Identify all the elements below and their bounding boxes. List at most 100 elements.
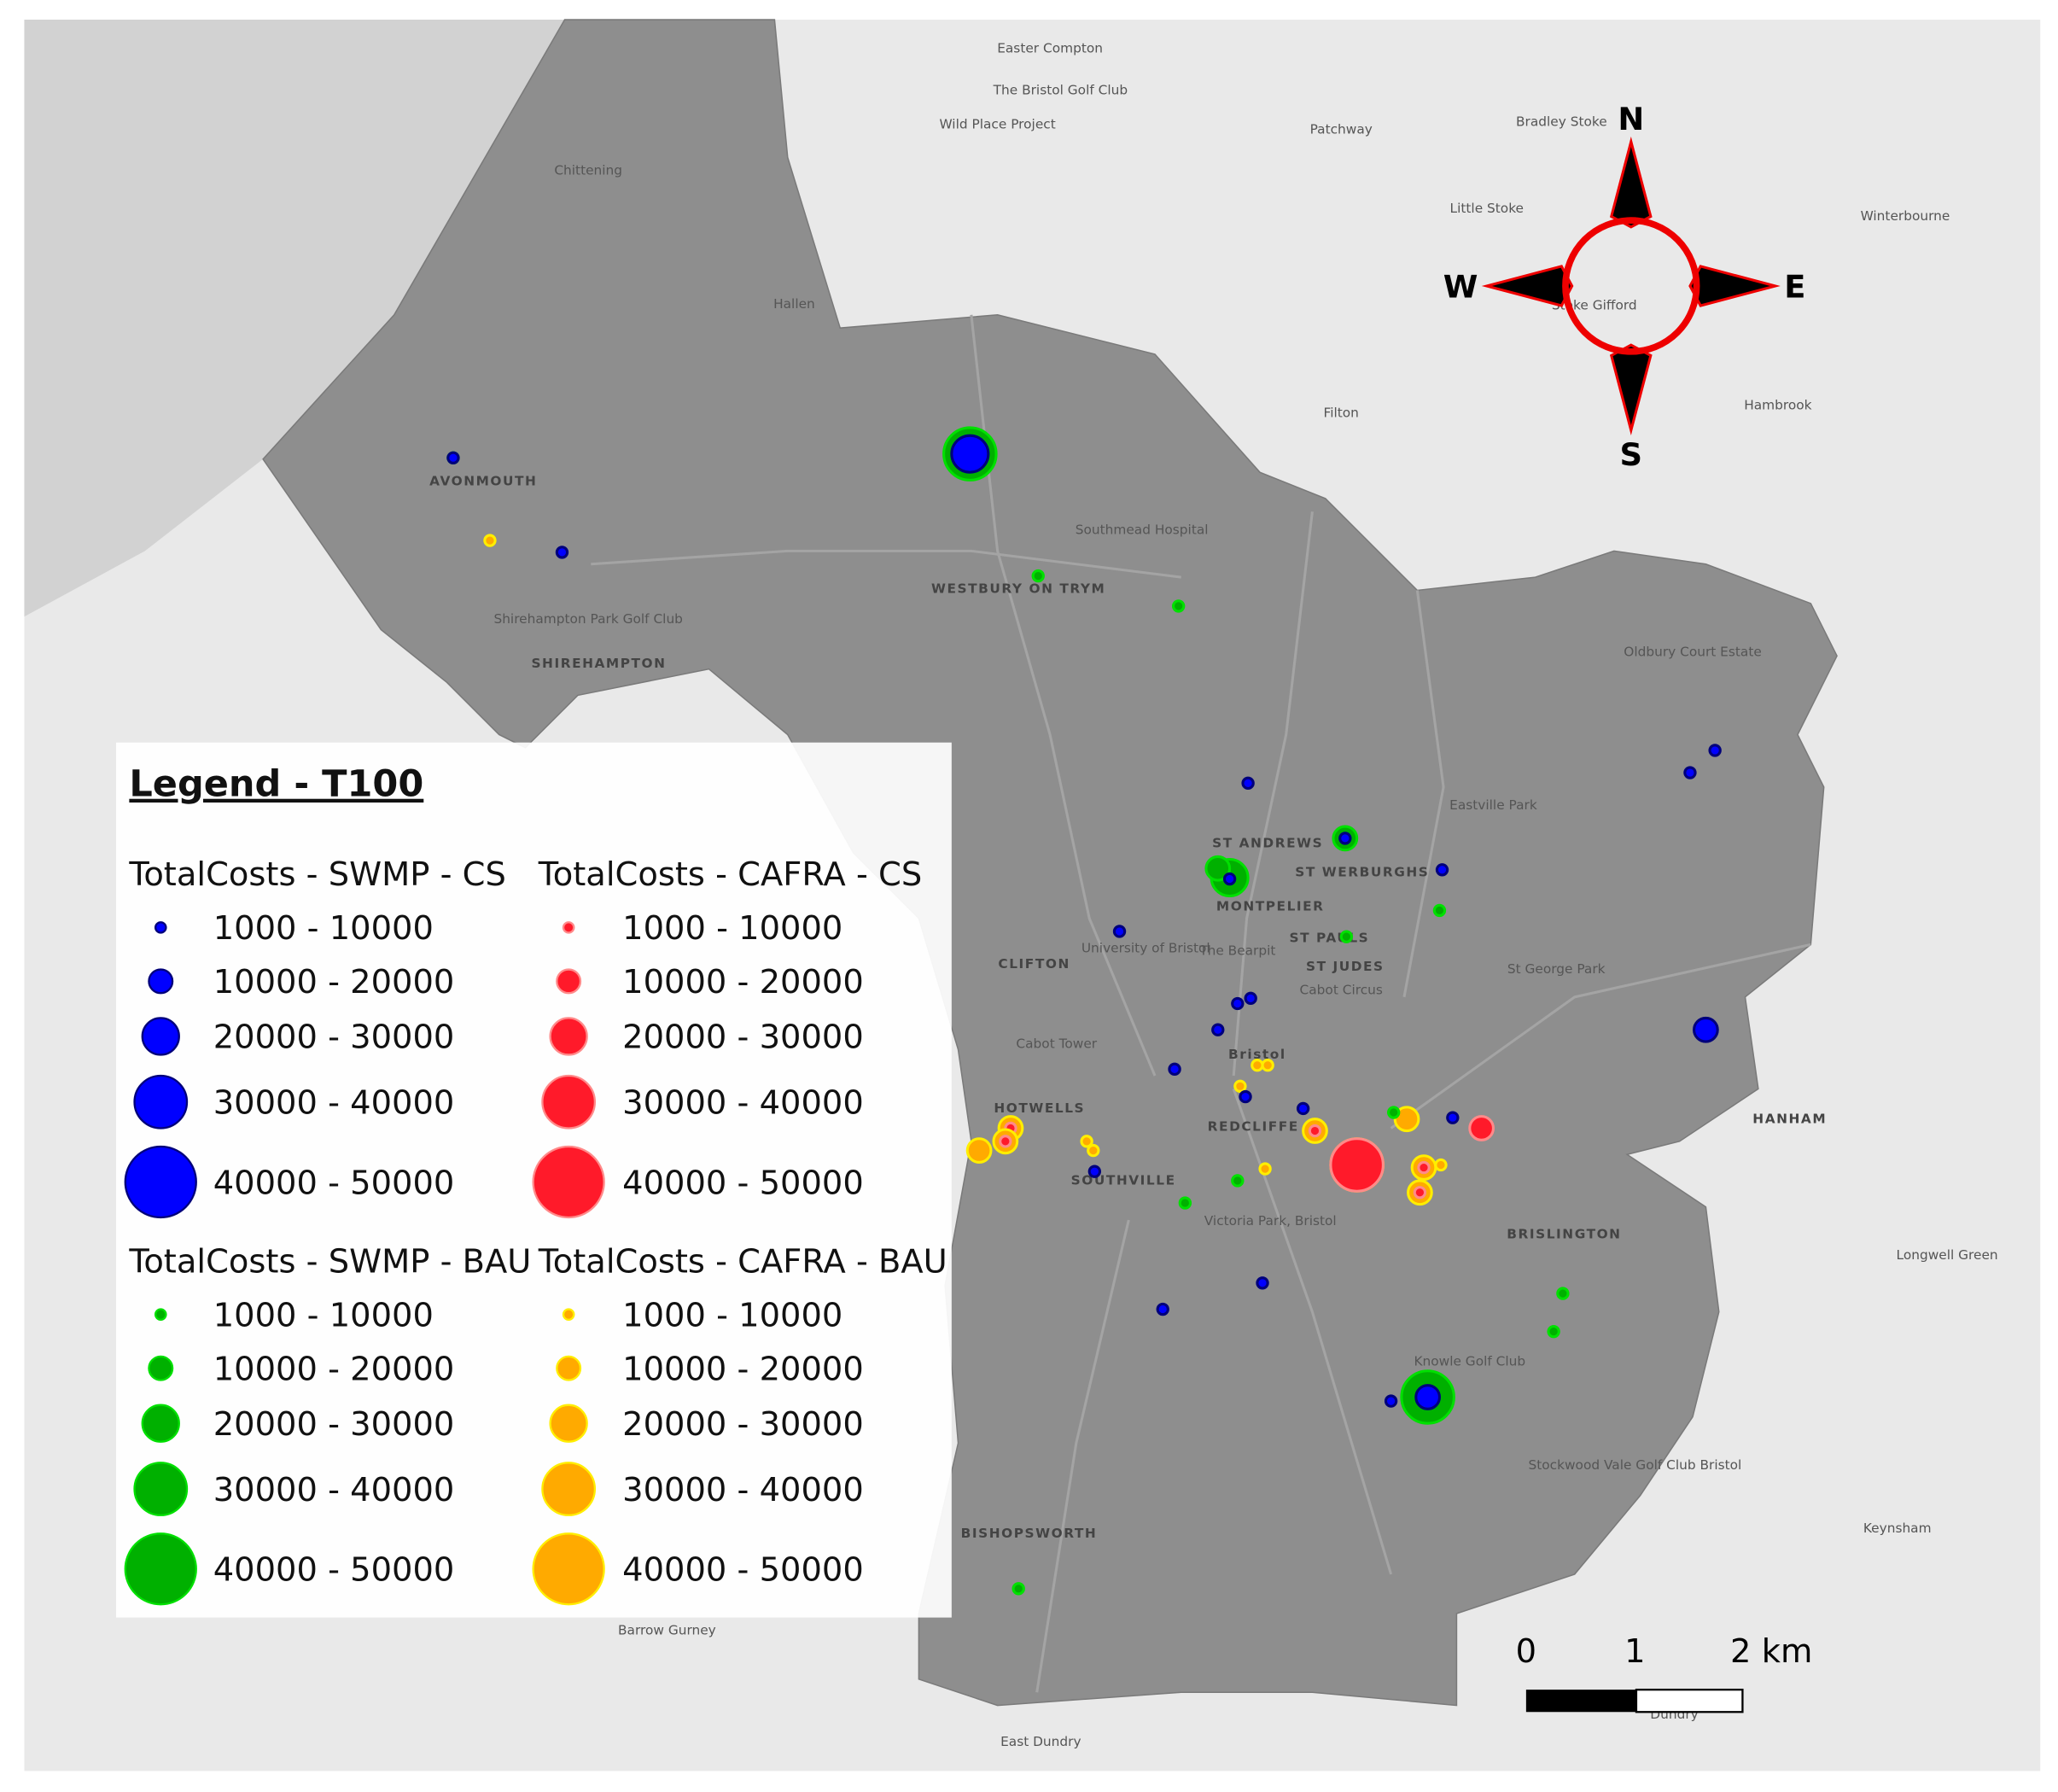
legend-class-label: 10000 - 20000: [622, 1351, 864, 1389]
map-point: [1233, 1079, 1247, 1093]
map-point: [1556, 1287, 1570, 1300]
legend-symbol: [541, 1074, 597, 1129]
legend-class-label: 10000 - 20000: [622, 963, 864, 1001]
map-point: [1393, 1106, 1420, 1133]
map-point: [1087, 1165, 1102, 1178]
place-label: Patchway: [1310, 122, 1373, 137]
compass-arrow: [1688, 265, 1781, 307]
compass: N S W E: [1443, 101, 1806, 473]
place-label: Chittening: [554, 162, 622, 178]
place-label: Easter Compton: [997, 40, 1103, 55]
legend-symbol: [124, 1532, 197, 1606]
map-point: [1329, 1137, 1385, 1193]
legend-class-label: 20000 - 30000: [213, 1405, 455, 1444]
roads: [591, 314, 1811, 1693]
place-label: Eastville Park: [1449, 797, 1537, 813]
legend-class-label: 30000 - 40000: [213, 1084, 455, 1123]
legend-class-label: 1000 - 10000: [622, 909, 842, 948]
place-label: Victoria Park, Bristol: [1204, 1213, 1337, 1229]
legend-symbol: [133, 1462, 189, 1516]
legend: Legend - T100 TotalCosts - SWMP - CS 1000…: [116, 742, 952, 1618]
place-label: Bristol: [1228, 1047, 1286, 1062]
legend-class-label: 30000 - 40000: [213, 1471, 455, 1509]
place-label: Oldbury Court Estate: [1624, 644, 1762, 659]
legend-symbol: [154, 921, 167, 934]
place-label: ST WERBURGHS: [1295, 864, 1429, 879]
map-point: [1432, 903, 1447, 918]
place-labels: Easter Compton The Bristol Golf Club Wild …: [429, 40, 1998, 1749]
legend-symbol: [124, 1145, 197, 1219]
compass-north: N: [1618, 101, 1644, 137]
place-label: MONTPELIER: [1216, 898, 1325, 914]
place-label: HANHAM: [1752, 1111, 1827, 1126]
compass-south: S: [1620, 436, 1643, 473]
legend-class-label: 10000 - 20000: [213, 963, 455, 1001]
map-point: [1241, 776, 1255, 791]
place-label: ST PAULS: [1289, 930, 1369, 945]
map-point: [1256, 1276, 1269, 1290]
legend-class-label: 30000 - 40000: [622, 1084, 864, 1123]
map-point: [1168, 1062, 1181, 1077]
legend-class-label: 10000 - 20000: [213, 1351, 455, 1389]
place-label: Knowle Golf Club: [1414, 1354, 1525, 1369]
place-label: East Dundry: [1000, 1734, 1081, 1749]
map-point: [1031, 569, 1045, 583]
map-point: [1308, 1124, 1322, 1138]
legend-class-label: 20000 - 30000: [622, 1019, 864, 1057]
map-point: [1178, 1196, 1192, 1210]
sea: [24, 20, 565, 617]
map-point: [1251, 1059, 1264, 1072]
points: [446, 426, 1722, 1596]
place-label: Wild Place Project: [939, 117, 1055, 132]
road: [1035, 1219, 1130, 1693]
map-point: [1434, 1158, 1448, 1172]
place-label: Hallen: [773, 296, 815, 312]
legend-symbol: [556, 1355, 582, 1381]
map-point: [1211, 1023, 1225, 1036]
map-point: [1080, 1135, 1093, 1148]
road: [591, 549, 1181, 579]
place-label: HOTWELLS: [994, 1100, 1085, 1116]
map-point: [1708, 744, 1722, 757]
map-point: [1231, 996, 1245, 1011]
legend-symbol: [141, 1404, 180, 1443]
place-label: Southmead Hospital: [1076, 522, 1209, 537]
legend-title: Legend - T100: [129, 763, 423, 806]
place-label: Cabot Circus: [1300, 983, 1383, 998]
legend-group-title: TotalCosts - SWMP - CS: [128, 855, 505, 894]
legend-class-label: 30000 - 40000: [622, 1471, 864, 1509]
map-point: [1156, 1302, 1169, 1316]
legend-symbol: [148, 1355, 174, 1381]
scale-label: 1: [1624, 1632, 1645, 1671]
place-label: AVONMOUTH: [429, 474, 537, 489]
map-point: [1413, 1186, 1427, 1200]
map-point: [1468, 1115, 1495, 1141]
compass-arrow: [1481, 265, 1574, 307]
map-point: [1204, 855, 1232, 882]
scale-segment: [1525, 1690, 1636, 1713]
map-point: [483, 534, 497, 547]
map-point: [1417, 1160, 1431, 1175]
map-point: [1435, 863, 1449, 877]
map-point: [1261, 1059, 1274, 1072]
legend-class-label: 1000 - 10000: [213, 1297, 434, 1335]
compass-ring: [1562, 217, 1700, 355]
legend-symbol: [154, 1308, 167, 1321]
place-label: Barrow Gurney: [618, 1623, 716, 1638]
scale-label: 2 km: [1730, 1632, 1812, 1671]
map-point: [1231, 1174, 1245, 1188]
compass-arrow: [1609, 136, 1653, 229]
road: [1232, 511, 1314, 1077]
legend-group-title: TotalCosts - SWMP - BAU: [128, 1243, 531, 1281]
map-point: [1239, 1089, 1252, 1104]
legend-symbol: [549, 1404, 588, 1443]
map-point: [1244, 991, 1257, 1006]
legend-class-label: 1000 - 10000: [213, 909, 434, 948]
legend-symbol: [562, 1308, 575, 1321]
place-label: Hambrook: [1744, 397, 1811, 412]
place-label: Filton: [1324, 406, 1359, 421]
place-label: Little Stoke: [1450, 201, 1524, 216]
place-label: Longwell Green: [1897, 1247, 1998, 1263]
legend-class-label: 40000 - 50000: [213, 1551, 455, 1590]
map-point: [1547, 1324, 1560, 1339]
